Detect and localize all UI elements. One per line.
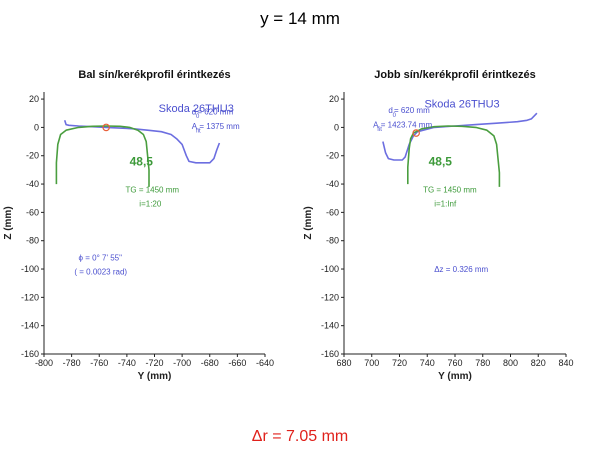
left-y-tick-label: -80 <box>26 236 39 246</box>
right-panel-title: Jobb sín/kerékprofil érintkezés <box>374 69 535 81</box>
right-annotation: fit <box>377 127 382 133</box>
left-y-tick-label: -60 <box>26 207 39 217</box>
left-wheel-profile-line <box>63 120 221 164</box>
right-y-tick-label: 0 <box>334 122 339 132</box>
right-annotation: = 1423.74 mm <box>381 120 433 129</box>
left-y-tick-label: 20 <box>29 94 39 104</box>
right-x-tick-label: 800 <box>503 358 518 368</box>
left-contact-point <box>102 123 110 132</box>
right-y-axis-label: Z (mm) <box>303 206 314 239</box>
left-x-tick-label: -740 <box>118 358 136 368</box>
right-x-tick-label: 740 <box>420 358 435 368</box>
right-x-axis-label: Y (mm) <box>438 371 472 382</box>
left-x-tick-label: -660 <box>228 358 246 368</box>
left-annotation: = 620 mm <box>197 108 233 117</box>
left-x-tick-label: -700 <box>173 358 191 368</box>
figure-title: y = 14 mm <box>260 9 340 28</box>
right-annotation: Skoda 26THU3 <box>424 99 499 111</box>
left-rail-profile-line <box>55 125 150 187</box>
left-x-tick-label: -680 <box>201 358 219 368</box>
right-y-tick-label: -160 <box>321 349 339 359</box>
left-y-tick-label: 0 <box>34 122 39 132</box>
left-y-tick-label: -160 <box>21 349 39 359</box>
right-x-tick-label: 720 <box>392 358 407 368</box>
left-y-tick-label: -140 <box>21 321 39 331</box>
left-annotation: TG = 1450 mm <box>125 186 179 195</box>
left-x-tick-label: -640 <box>256 358 274 368</box>
left-annotation: 0 <box>196 114 200 120</box>
left-x-axis-label: Y (mm) <box>138 371 172 382</box>
left-annotation: i=1:20 <box>139 200 162 209</box>
left-x-tick-label: -720 <box>145 358 163 368</box>
right-annotation: 0 <box>393 113 397 119</box>
left-annotation: d <box>192 108 196 117</box>
right-panel: Jobb sín/kerékprofil érintkezés 680 700 720… <box>303 69 574 382</box>
right-annotation: 48,5 <box>429 155 453 169</box>
left-x-tick-label: -780 <box>63 358 81 368</box>
left-y-axis-label: Z (mm) <box>3 206 14 239</box>
right-annotation: = 620 mm <box>394 106 430 115</box>
right-rail-profile-line <box>407 125 501 187</box>
left-panel-title: Bal sín/kerékprofil érintkezés <box>78 69 230 81</box>
right-y-tick-label: -20 <box>326 151 339 161</box>
left-annotation: A <box>192 122 198 131</box>
left-y-tick-label: -40 <box>26 179 39 189</box>
right-annotation: i=1:Inf <box>434 200 457 209</box>
left-panel: Bal sín/kerékprofil érintkezés-800 -780 -7… <box>3 69 274 382</box>
left-annotation: ϕ = 0° 7' 55" <box>79 254 123 263</box>
delta-r-label: Δr = 7.05 mm <box>252 428 349 445</box>
right-contact-point <box>412 129 420 137</box>
right-annotation: d <box>388 106 392 115</box>
right-y-tick-label: -120 <box>321 292 339 302</box>
left-y-tick-label: -120 <box>21 292 39 302</box>
right-y-tick-label: 20 <box>329 94 339 104</box>
right-x-tick-label: 760 <box>447 358 462 368</box>
right-x-tick-label: 680 <box>336 358 351 368</box>
left-y-tick-label: -100 <box>21 264 39 274</box>
right-x-tick-label: 780 <box>475 358 490 368</box>
left-annotation: Skoda 26THU3 <box>159 103 234 115</box>
right-y-tick-label: -100 <box>321 264 339 274</box>
right-x-tick-label: 820 <box>531 358 546 368</box>
right-y-tick-label: -60 <box>326 207 339 217</box>
left-annotation: 48,5 <box>130 155 154 169</box>
right-y-tick-label: -140 <box>321 321 339 331</box>
right-y-tick-label: -40 <box>326 179 339 189</box>
left-annotation: fit <box>196 128 201 134</box>
right-x-tick-label: 840 <box>558 358 573 368</box>
left-y-tick-label: -20 <box>26 151 39 161</box>
right-wheel-profile-line <box>382 112 538 161</box>
right-annotation: A <box>373 120 379 129</box>
left-x-tick-label: -800 <box>35 358 53 368</box>
right-annotation: Δz = 0.326 mm <box>434 265 488 274</box>
left-x-tick-label: -760 <box>90 358 108 368</box>
right-y-tick-label: -80 <box>326 236 339 246</box>
right-annotation: TG = 1450 mm <box>423 186 477 195</box>
right-x-tick-label: 700 <box>364 358 379 368</box>
left-annotation: ( = 0.0023 rad) <box>74 268 127 277</box>
left-annotation: = 1375 mm <box>199 122 240 131</box>
